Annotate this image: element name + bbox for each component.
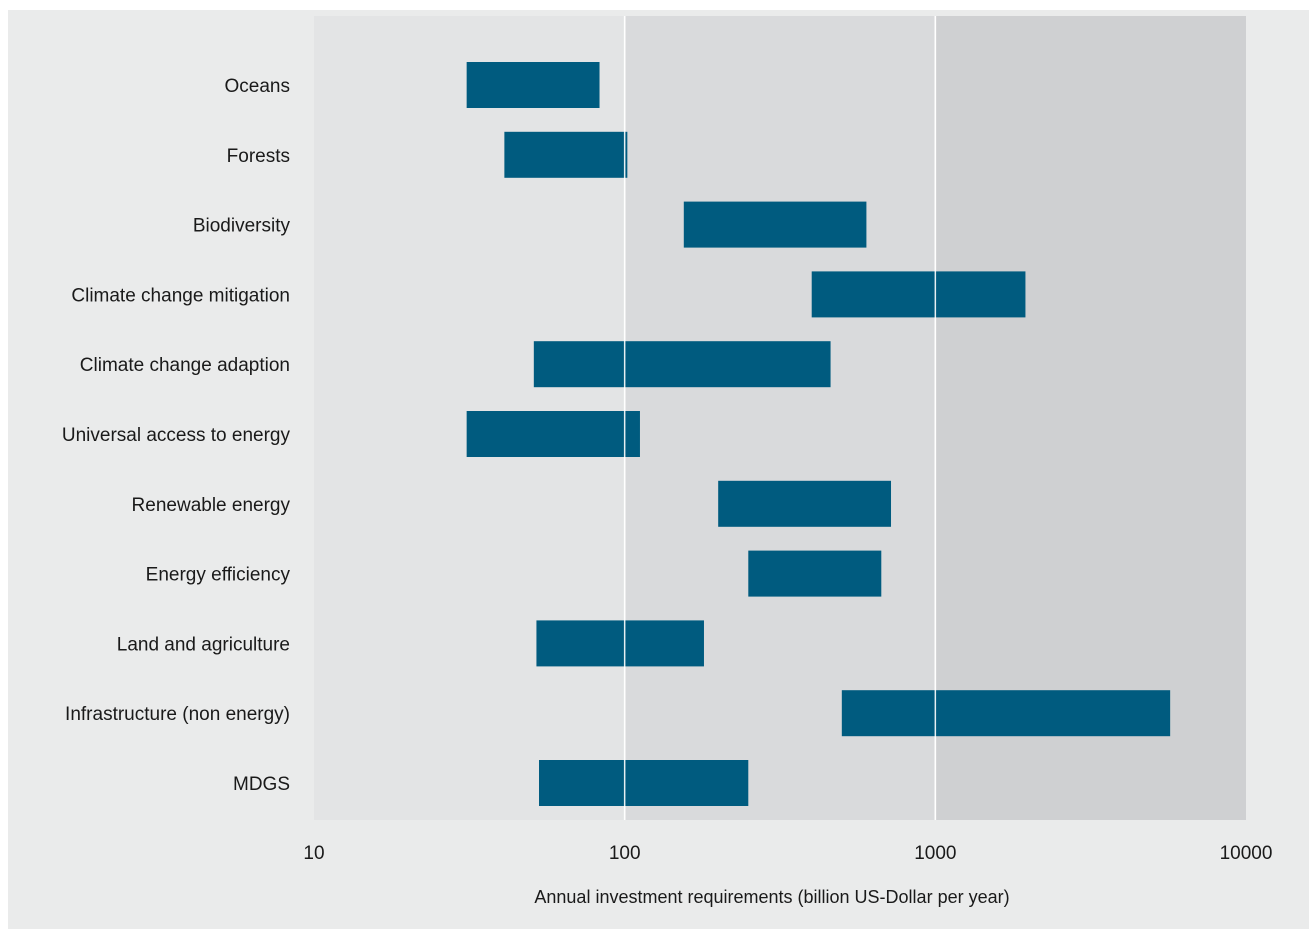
- category-label: Infrastructure (non energy): [65, 704, 290, 725]
- bar-forests: [504, 131, 628, 178]
- investment-range-chart: Oceans Forests Biodiversity Climate change …: [62, 16, 1272, 907]
- category-label: Climate change mitigation: [71, 285, 290, 306]
- category-labels: Oceans Forests Biodiversity Climate change …: [62, 76, 291, 795]
- x-tick-label: 100: [609, 843, 641, 864]
- category-label: Energy efficiency: [146, 565, 291, 586]
- bar-renewable-energy: [718, 480, 892, 527]
- bar-mdgs: [539, 760, 749, 806]
- band-1000-10000: [935, 16, 1246, 820]
- bar-land-and-agriculture: [536, 620, 704, 667]
- x-axis-title: Annual investment requirements (billion …: [534, 887, 1009, 907]
- bar-oceans: [466, 62, 600, 108]
- x-tick-labels: 10 100 1000 10000: [303, 843, 1272, 864]
- category-label: Climate change adaption: [80, 355, 290, 376]
- bar-infrastructure-non-energy-: [841, 690, 1171, 737]
- bar-universal-access-to-energy: [466, 411, 640, 457]
- grid-lines-over-bars: [623, 16, 937, 820]
- x-tick-label: 10: [303, 843, 324, 864]
- bar-energy-efficiency: [748, 550, 882, 597]
- category-label: Renewable energy: [132, 495, 291, 516]
- category-label: Biodiversity: [193, 216, 291, 237]
- category-label: MDGS: [233, 774, 290, 795]
- bar-climate-change-adaption: [533, 341, 831, 388]
- x-tick-label: 1000: [914, 843, 956, 864]
- category-label: Universal access to energy: [62, 425, 291, 446]
- x-tick-label: 10000: [1220, 843, 1273, 864]
- range-bars: [466, 62, 1171, 806]
- bar-climate-change-mitigation: [811, 271, 1026, 318]
- category-label: Forests: [227, 146, 290, 167]
- bar-biodiversity: [683, 201, 867, 248]
- category-label: Oceans: [225, 76, 290, 97]
- band-100-1000: [624, 16, 936, 820]
- chart-panel: Oceans Forests Biodiversity Climate change …: [8, 10, 1309, 929]
- category-label: Land and agriculture: [117, 634, 290, 655]
